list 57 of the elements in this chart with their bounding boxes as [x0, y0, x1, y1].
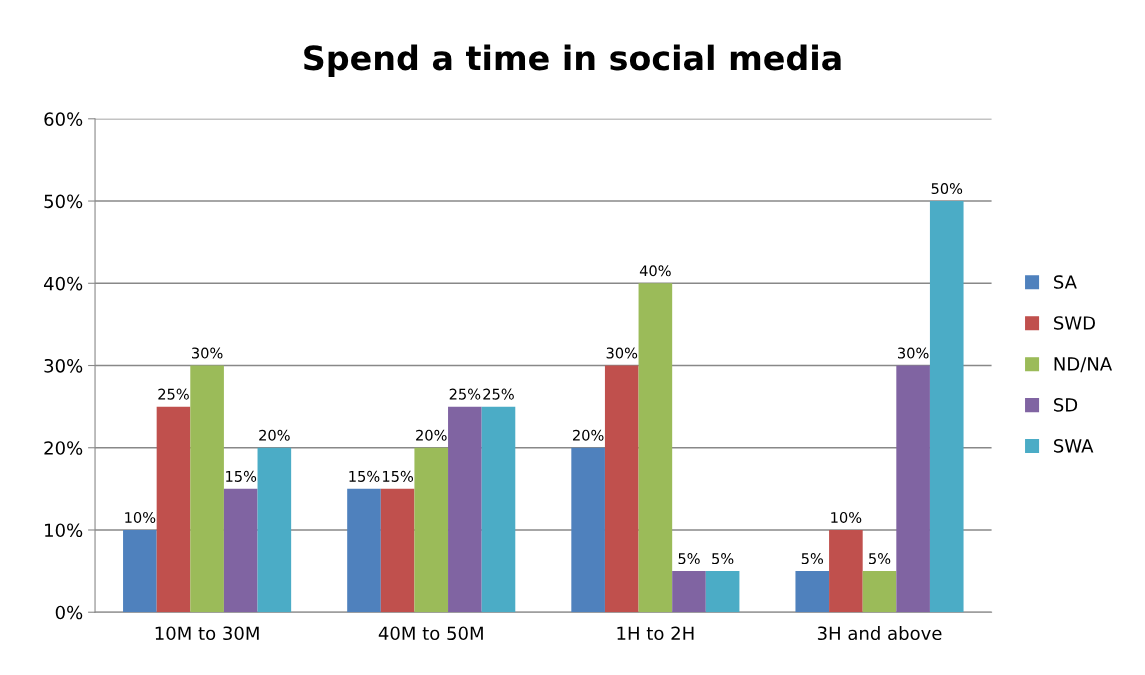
bar [929, 201, 964, 613]
x-tick-label: 10M to 30M [155, 626, 259, 641]
bar [481, 406, 516, 613]
bar [156, 406, 191, 613]
y-tick-label: 0% [55, 605, 83, 620]
legend-label: ND/NA [1054, 357, 1113, 373]
y-tick-label: 20% [44, 441, 83, 455]
x-tick-label: 3H and above [817, 626, 942, 641]
bar [705, 571, 740, 613]
data-label: 20% [416, 429, 447, 441]
data-label: 5% [712, 553, 734, 565]
data-label: 30% [606, 347, 638, 359]
data-label: 20% [572, 429, 604, 441]
bar [672, 571, 706, 613]
bar [829, 529, 863, 613]
y-tick-label: 50% [44, 194, 83, 209]
data-label: 30% [192, 347, 223, 359]
data-label: 40% [639, 265, 671, 277]
data-label: 5% [678, 553, 700, 565]
data-label: 10% [831, 511, 862, 523]
data-label: 50% [931, 183, 963, 195]
data-label: 15% [349, 470, 380, 482]
x-tick-label: 1H to 2H [617, 626, 694, 641]
chart-title: Spend a time in social media [304, 44, 841, 77]
bar [896, 365, 930, 613]
data-label: 10% [125, 511, 156, 523]
bar [862, 571, 897, 613]
bar [604, 365, 639, 613]
data-label: 20% [259, 429, 290, 441]
bar [190, 365, 224, 613]
y-tick-label: 40% [43, 276, 83, 291]
bar [380, 488, 415, 613]
bar [257, 447, 292, 613]
bar [414, 447, 449, 613]
legend-label: SWD [1054, 316, 1095, 330]
data-label: 25% [483, 388, 514, 400]
bar [123, 529, 157, 613]
data-label: 25% [449, 388, 481, 400]
bar [347, 488, 381, 613]
data-label: 15% [383, 470, 414, 482]
bar [223, 488, 258, 613]
y-tick-label: 60% [44, 112, 83, 126]
data-label: 25% [158, 388, 189, 400]
data-label: 5% [869, 553, 891, 565]
y-tick-label: 30% [44, 358, 83, 373]
bar [638, 283, 673, 613]
data-label: 30% [898, 347, 929, 359]
bar [571, 447, 605, 613]
legend-label: SWA [1054, 438, 1094, 453]
bar [795, 571, 830, 613]
bar [448, 406, 482, 613]
data-label: 5% [801, 553, 824, 565]
legend-label: SA [1054, 275, 1077, 289]
legend-label: SD [1054, 398, 1078, 412]
data-label: 15% [226, 470, 257, 482]
y-tick-label: 10% [45, 523, 83, 538]
x-tick-label: 40M to 50M [378, 626, 483, 641]
